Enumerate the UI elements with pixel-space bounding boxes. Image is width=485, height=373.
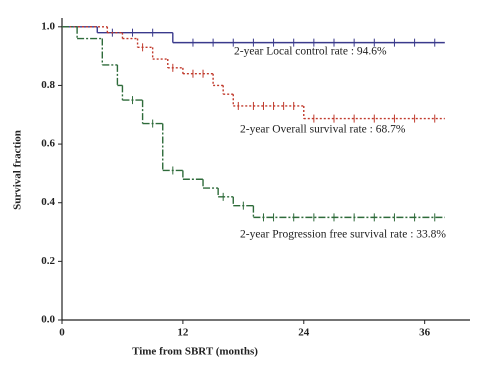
x-tick-label: 36 [419, 327, 431, 339]
x-axis-label: Time from SBRT (months) [132, 346, 258, 358]
y-axis-label: Survival fraction [12, 130, 24, 210]
series-annotation: 2-year Progression free survival rate : … [240, 229, 446, 241]
x-tick-label: 24 [298, 327, 310, 339]
series-annotation: 2-year Overall survival rate : 68.7% [240, 124, 406, 136]
y-tick-label: 0.6 [41, 138, 55, 150]
y-tick-label: 0.4 [41, 196, 55, 208]
x-tick-label: 12 [177, 327, 189, 339]
y-tick-label: 0.2 [41, 255, 55, 267]
y-tick-label: 1.0 [41, 20, 55, 32]
x-tick-label: 0 [59, 327, 65, 339]
series-annotation: 2-year Local control rate : 94.6% [234, 46, 387, 58]
y-tick-label: 0.0 [41, 314, 55, 326]
y-tick-label: 0.8 [41, 79, 55, 91]
